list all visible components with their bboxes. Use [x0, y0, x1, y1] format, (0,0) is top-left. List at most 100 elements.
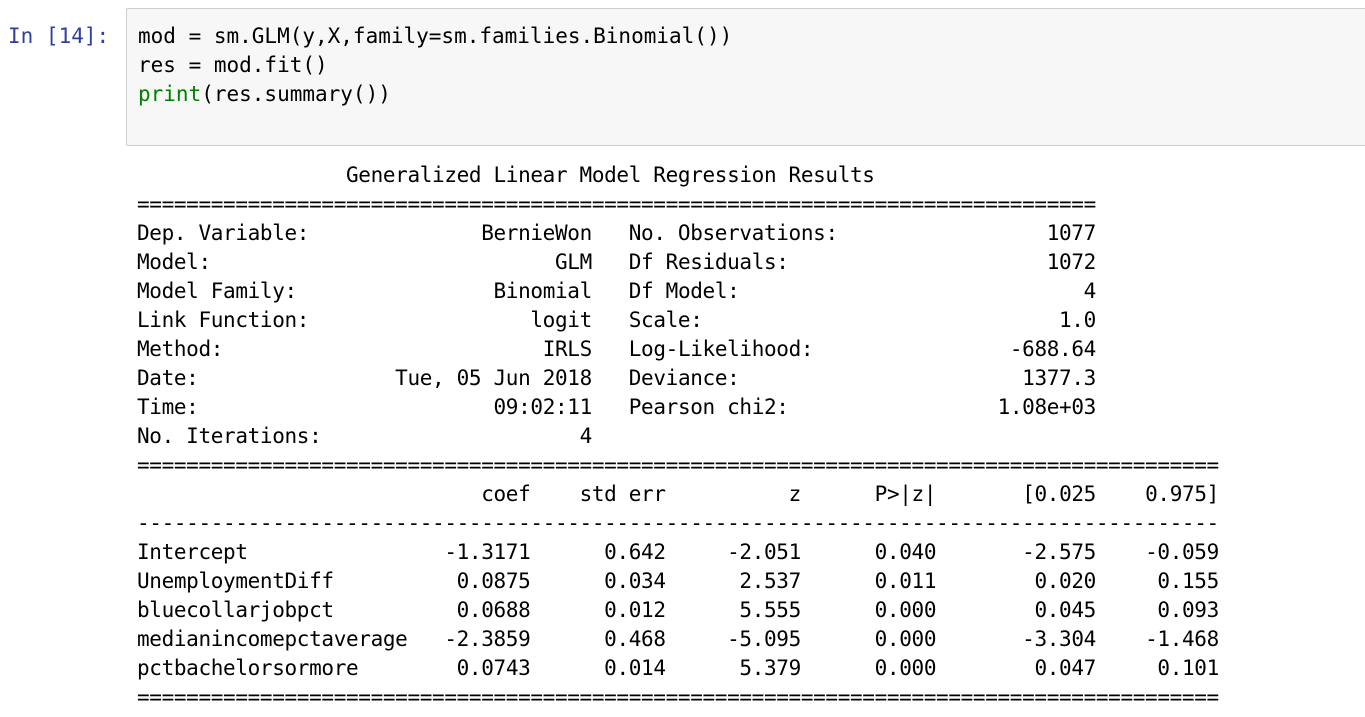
info-left-value: Binomial [493, 279, 593, 303]
coef-value: 5.555 [739, 598, 801, 622]
code-line: res = mod.fit() [138, 51, 732, 80]
info-right-value: 1072 [1046, 250, 1097, 274]
info-left-label: Time: [137, 395, 199, 419]
coef-value: 0.045 [1034, 598, 1096, 622]
info-left-label: Date: [137, 366, 199, 390]
coef-value: 0.101 [1157, 656, 1219, 680]
code-builtin-token: print [138, 82, 202, 106]
coef-value: 0.034 [604, 569, 666, 593]
info-row: Method: IRLS Log-Likelihood: -688.64 [137, 335, 1365, 364]
coef-column-header: [0.025 [1022, 482, 1096, 506]
info-right-label: Log-Likelihood: [628, 337, 814, 361]
coef-variable-name: bluecollarjobpct [137, 598, 334, 622]
coef-value: -1.3171 [444, 540, 531, 564]
coef-variable-name: Intercept [137, 540, 248, 564]
info-left-value: Tue, 05 Jun 2018 [395, 366, 592, 390]
info-row: No. Iterations: 4 [137, 422, 1365, 451]
info-left-label: Method: [137, 337, 224, 361]
code-token: res = mod.fit() [138, 53, 328, 77]
code-editor[interactable]: mod = sm.GLM(y,X,family=sm.families.Bino… [138, 22, 732, 109]
coef-row: UnemploymentDiff 0.0875 0.034 2.537 0.01… [137, 567, 1365, 596]
info-left-label: Dep. Variable: [137, 221, 310, 245]
summary-output: Generalized Linear Model Regression Resu… [137, 161, 1365, 712]
info-left-value: 4 [579, 424, 593, 448]
code-line: print(res.summary()) [138, 80, 732, 109]
separator-line: ========================================… [137, 192, 1096, 216]
input-prompt: In [14]: [8, 24, 110, 48]
info-left-value: GLM [554, 250, 592, 274]
coef-value: 0.000 [874, 627, 937, 651]
coef-row: medianincomepctaverage -2.3859 0.468 -5.… [137, 625, 1365, 654]
info-row: Model Family: Binomial Df Model: 4 [137, 277, 1365, 306]
info-row: Dep. Variable: BernieWon No. Observation… [137, 219, 1365, 248]
separator-line: ========================================… [137, 685, 1219, 709]
coef-value: 5.379 [739, 656, 801, 680]
coef-value: 0.0688 [456, 598, 531, 622]
coef-row: bluecollarjobpct 0.0688 0.012 5.555 0.00… [137, 596, 1365, 625]
info-right-value: 4 [1083, 279, 1097, 303]
info-row: Time: 09:02:11 Pearson chi2: 1.08e+03 [137, 393, 1365, 422]
code-token: (res.summary()) [201, 82, 391, 106]
code-line: mod = sm.GLM(y,X,family=sm.families.Bino… [138, 22, 732, 51]
coef-value: 2.537 [739, 569, 801, 593]
coef-column-header: 0.975] [1145, 482, 1219, 506]
coef-value: 0.0875 [456, 569, 531, 593]
coef-value: -1.468 [1145, 627, 1219, 651]
coef-value: 0.000 [874, 656, 937, 680]
info-left-label: Model: [137, 250, 211, 274]
info-right-value: 1.08e+03 [997, 395, 1097, 419]
coef-value: 0.468 [604, 627, 666, 651]
info-left-label: Link Function: [137, 308, 310, 332]
code-token: mod = sm.GLM(y,X,family=sm.families.Bino… [138, 24, 733, 48]
coef-value: 0.012 [604, 598, 666, 622]
coef-variable-name: pctbachelorsormore [137, 656, 359, 680]
coef-value: 0.047 [1034, 656, 1096, 680]
coef-column-header: coef [481, 482, 531, 506]
coef-column-header: z [788, 482, 802, 506]
coef-value: -2.575 [1022, 540, 1096, 564]
coef-value: 0.093 [1157, 598, 1219, 622]
info-right-value: 1.0 [1059, 308, 1096, 332]
info-left-value: IRLS [542, 337, 593, 361]
separator-line: ----------------------------------------… [137, 511, 1219, 535]
info-right-label: Pearson chi2: [628, 395, 789, 419]
coef-variable-name: medianincomepctaverage [137, 627, 408, 651]
info-left-label: Model Family: [137, 279, 297, 303]
separator-line: ========================================… [137, 453, 1219, 477]
info-row: Link Function: logit Scale: 1.0 [137, 306, 1365, 335]
info-left-value: logit [530, 308, 592, 332]
info-right-label: Df Residuals: [628, 250, 789, 274]
coef-value: 0.011 [874, 569, 937, 593]
coef-row: Intercept -1.3171 0.642 -2.051 0.040 -2.… [137, 538, 1365, 567]
info-left-value: BernieWon [481, 221, 592, 245]
coef-value: 0.014 [604, 656, 666, 680]
info-right-label: No. Observations: [628, 221, 838, 245]
coef-value: 0.000 [874, 598, 937, 622]
coef-value: -0.059 [1145, 540, 1219, 564]
coef-variable-name: UnemploymentDiff [137, 569, 334, 593]
summary-title: Generalized Linear Model Regression Resu… [345, 163, 875, 187]
code-input-area[interactable]: mod = sm.GLM(y,X,family=sm.families.Bino… [126, 8, 1365, 146]
coef-value: 0.040 [874, 540, 937, 564]
coef-value: 0.0743 [456, 656, 531, 680]
info-right-label: Df Model: [628, 279, 740, 303]
info-right-label: Deviance: [628, 366, 740, 390]
coef-value: -3.304 [1022, 627, 1096, 651]
coef-row: pctbachelorsormore 0.0743 0.014 5.379 0.… [137, 654, 1365, 683]
info-right-value: -688.64 [1009, 337, 1096, 361]
info-right-value: 1077 [1046, 221, 1097, 245]
info-left-value: 09:02:11 [493, 395, 593, 419]
info-right-label: Scale: [628, 308, 703, 332]
coef-value: 0.642 [604, 540, 666, 564]
coef-value: -2.3859 [444, 627, 531, 651]
info-right-value: 1377.3 [1022, 366, 1096, 390]
info-left-label: No. Iterations: [137, 424, 322, 448]
info-row: Date: Tue, 05 Jun 2018 Deviance: 1377.3 [137, 364, 1365, 393]
coef-value: 0.155 [1157, 569, 1219, 593]
coef-column-header: std err [579, 482, 666, 506]
info-row: Model: GLM Df Residuals: 1072 [137, 248, 1365, 277]
coef-column-header: P>|z| [874, 482, 937, 506]
output-area: Generalized Linear Model Regression Resu… [137, 161, 1365, 717]
coef-value: -5.095 [727, 627, 801, 651]
coef-value: 0.020 [1034, 569, 1096, 593]
